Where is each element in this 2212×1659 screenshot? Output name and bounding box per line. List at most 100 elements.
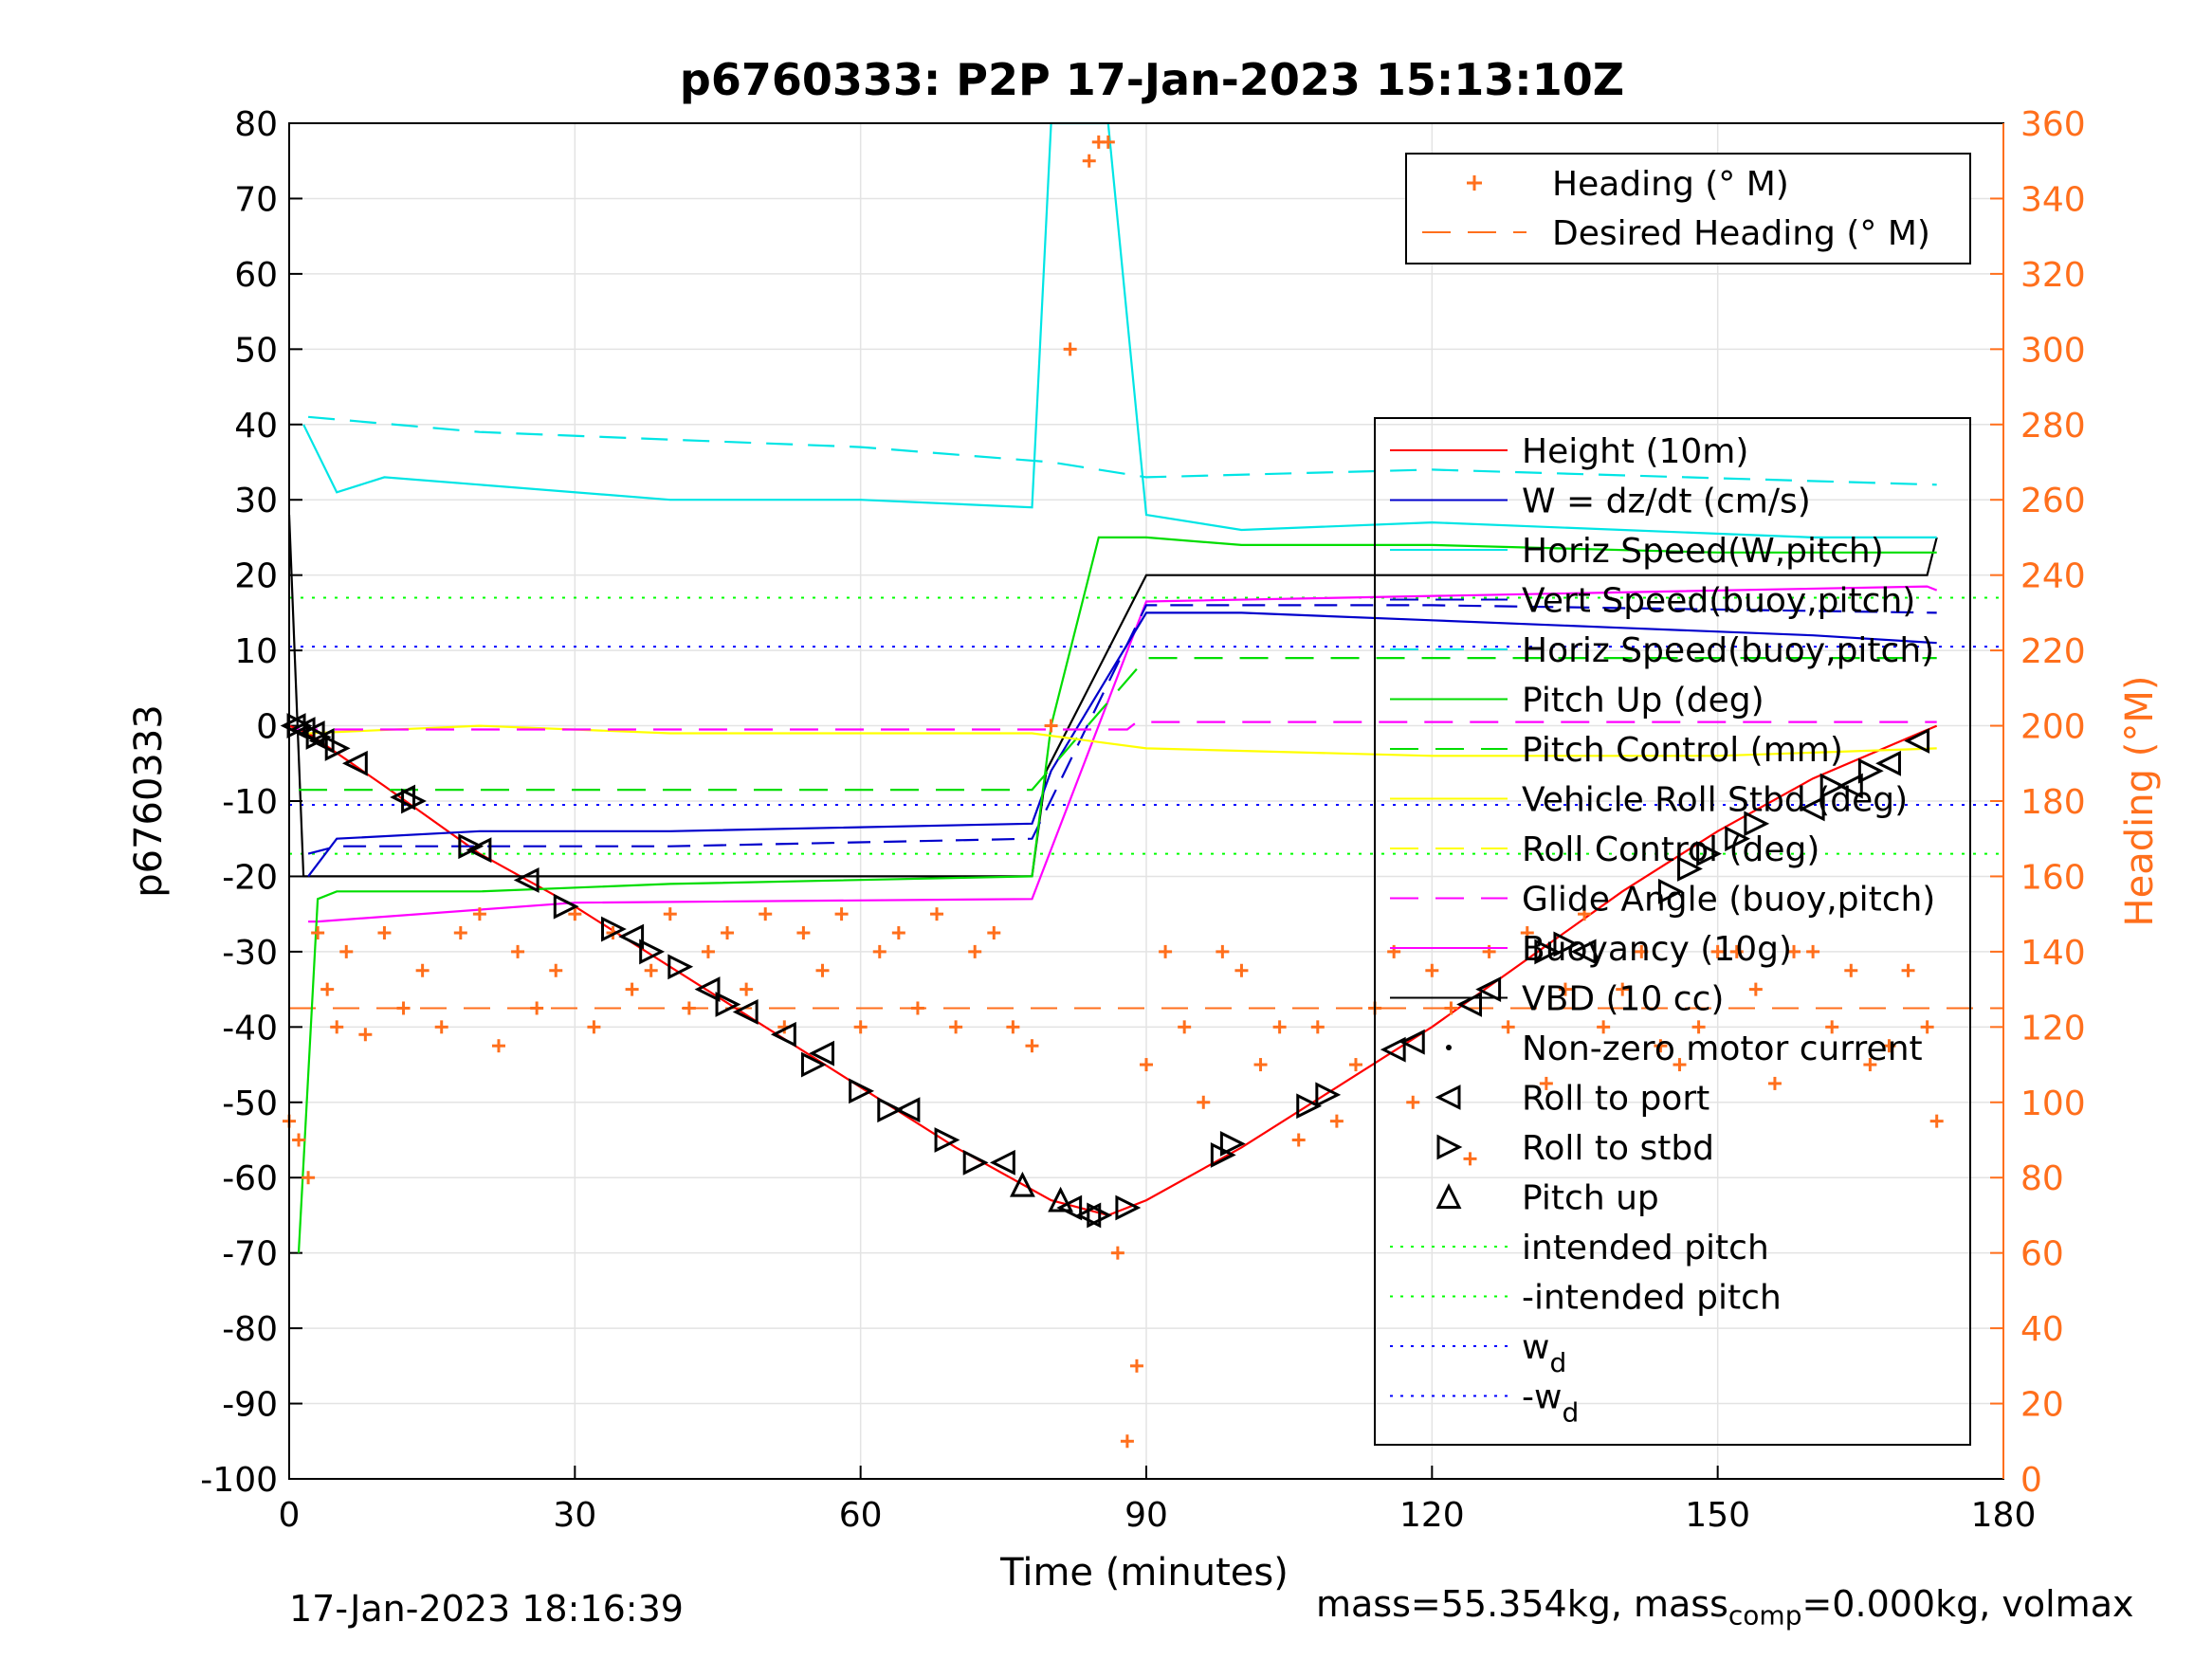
heading-point [1348,1058,1362,1072]
heading-point [987,926,1001,940]
roll-to-stbd-marker [1677,856,1703,882]
y-axis-label: p6760333 [127,704,171,898]
y2-tick-label: 260 [2020,482,2086,520]
heading-point [1044,719,1058,733]
roll-to-port-marker [513,866,539,893]
y2-tick-label: 40 [2020,1310,2064,1349]
y-tick-label: -100 [200,1461,278,1500]
heading-point [1882,1039,1896,1053]
roll-to-stbd-marker [1819,773,1846,799]
heading-point [453,926,467,940]
roll-to-port-marker [989,1149,1015,1176]
heading-point [1710,944,1725,958]
x-axis-label: Time (minutes) [999,1551,1289,1595]
heading-point [530,1001,544,1015]
y-tick-label: 30 [234,482,278,520]
heading-point [1197,1095,1211,1109]
roll-to-port-marker [770,1021,796,1048]
heading-point [292,1133,306,1147]
y-tick-labels: 80 70 60 50 40 30 20 10 0 -10 -20 -30 -40 -50 -60 -70 -8… [200,105,278,1500]
roll-to-port-marker [1875,750,1901,776]
legend-heading-box [1405,153,1971,264]
heading-point [682,1001,696,1015]
heading-point [910,1001,924,1015]
y2-tick-label: 0 [2020,1461,2042,1500]
heading-point [1844,963,1858,977]
legend-main: Height (10m) W = dz/dt (cm/s) Horiz Speed(… [1374,417,1971,1446]
legend-main-swatch [1435,1085,1461,1110]
heading-point [853,1020,868,1034]
y2-tick-label: 320 [2020,256,2086,295]
series-glide-angle-buoy-pitch [289,720,1937,731]
y-tick-label: -50 [222,1085,278,1123]
roll-to-stbd-marker [1087,1202,1113,1229]
heading-point [1597,1020,1611,1034]
heading-point [587,1020,601,1034]
y-tick-label: -90 [222,1386,278,1425]
y2-tick-label: 120 [2020,1009,2086,1048]
x-tick-label: 150 [1685,1496,1750,1535]
x-tick-label: 180 [1971,1496,2037,1535]
heading-point [1140,1058,1153,1072]
heading-point [1920,1020,1934,1034]
roll-to-stbd-marker [934,1127,960,1153]
y-tick-label: -20 [222,858,278,897]
x-tick-label: 30 [553,1496,596,1535]
heading-point [1387,944,1401,958]
roll-to-stbd-marker [877,1097,904,1123]
roll-to-stbd-marker [1857,757,1884,784]
legend-main-label: Pitch up [1522,1179,1659,1218]
heading-point [1463,1152,1477,1166]
heading-point [1825,1020,1839,1034]
legend-main-box [1374,417,1971,1446]
roll-to-port-marker [809,1040,834,1066]
pitch-up-marker [1048,1186,1074,1212]
roll-to-port-marker [1904,728,1930,754]
heading-point [1616,982,1630,996]
heading-point [1110,1246,1124,1260]
y2-tick-label: 60 [2020,1235,2064,1274]
roll-to-stbd-marker [1744,811,1770,837]
heading-point [377,926,392,940]
roll-to-stbd-marker [715,992,741,1017]
heading-point [1310,1020,1325,1034]
series-buoyancy-10g [308,585,1938,923]
legend-main-label: Roll Control (deg) [1522,830,1819,869]
heading-point [1444,1001,1458,1015]
reference-lines [289,596,2003,1010]
heading-point [302,1171,316,1185]
legend-main-label: Vert Speed(buoy,pitch) [1522,582,1915,621]
legend-main-label: wd [1522,1328,1566,1378]
legend-heading-label: Desired Heading (° M) [1552,214,1930,253]
heading-point [1101,135,1115,149]
roll-to-stbd-marker [667,954,694,980]
heading-point [796,926,811,940]
heading-point [1787,944,1801,958]
roll-to-port-marker [1837,773,1863,799]
legend-main-swatch [1446,1045,1452,1050]
y-tick-label: 80 [234,105,278,144]
roll-to-port-marker [1475,976,1502,1003]
legend-main-label: Roll to port [1522,1080,1709,1119]
legend-main-label: Glide Angle (buoy,pitch) [1522,881,1935,920]
y-tick-label: 40 [234,407,278,446]
heading-point [1082,154,1096,168]
heading-point [1539,1076,1553,1090]
roll-to-stbd-marker [1315,1082,1342,1108]
x-tick-label: 0 [279,1496,301,1535]
x-tick-label: 60 [839,1496,883,1535]
heading-point [1558,982,1572,996]
legend-main-label: VBD (10 cc) [1522,980,1724,1019]
roll-to-stbd-marker [849,1078,875,1104]
y2-tick-label: 140 [2020,934,2086,973]
y2-tick-label: 240 [2020,557,2086,596]
legend-main-label: Buoyancy (10g) [1522,930,1792,969]
x-tick-label: 120 [1399,1496,1465,1535]
roll-to-stbd-marker [1657,878,1684,904]
roll-to-stbd-marker [324,735,351,761]
roll-to-stbd-marker [1115,1194,1142,1221]
legend-main-label: -intended pitch [1522,1279,1782,1318]
y2-tick-label: 300 [2020,331,2086,370]
roll-to-port-marker [1570,939,1597,965]
